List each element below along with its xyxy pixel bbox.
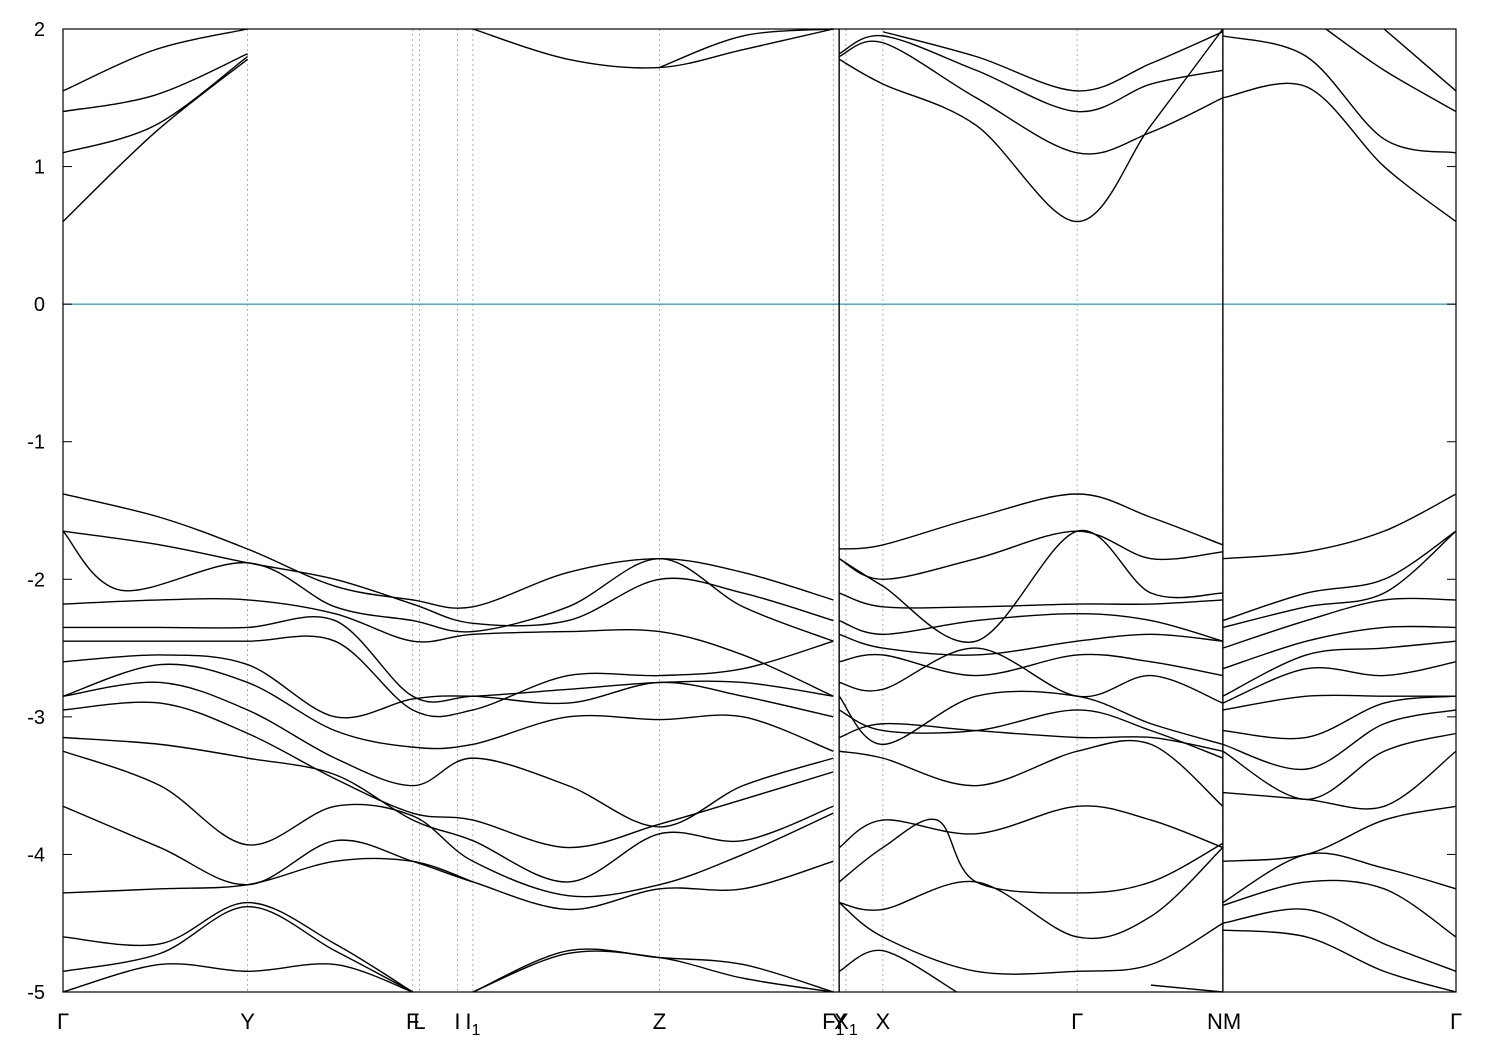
band-5	[659, 28, 834, 69]
band-36	[838, 592, 1223, 609]
band-41	[838, 690, 1224, 746]
vertical-grid-lines	[247, 29, 1224, 992]
band-12	[1325, 28, 1457, 113]
band-40	[838, 647, 1224, 704]
plot-frame-layer	[62, 28, 1457, 993]
band-45	[838, 805, 1224, 849]
band-53	[1222, 530, 1457, 629]
band-2	[62, 53, 248, 113]
band-62	[1222, 750, 1457, 810]
band-56	[1222, 640, 1457, 697]
band-38	[838, 633, 1223, 656]
band-11	[1222, 35, 1457, 154]
band-64	[1222, 852, 1457, 904]
band-52	[1222, 530, 1457, 622]
band-0	[62, 58, 249, 223]
hs-point-label-7: F1	[822, 1009, 844, 1039]
plot-frame	[62, 28, 1457, 993]
band-65	[1222, 879, 1457, 938]
path-breaks	[838, 29, 1224, 992]
band-14	[62, 493, 834, 609]
band-13	[1383, 28, 1457, 92]
hs-point-label-9: X1	[834, 1009, 858, 1039]
hs-point-label-2: F	[406, 1009, 419, 1034]
hs-point-label-14: Γ	[1450, 1009, 1462, 1034]
band-30	[62, 963, 413, 993]
band-7	[838, 40, 1224, 155]
hs-point-label-12: N	[1207, 1009, 1223, 1034]
band-54	[1222, 597, 1457, 649]
band-1	[62, 55, 248, 154]
band-23	[62, 701, 834, 849]
y-tick-label-1: -4	[27, 844, 45, 866]
band-24	[62, 736, 834, 883]
band-37	[838, 612, 1224, 642]
band-60	[1222, 709, 1457, 771]
band-15	[62, 530, 834, 627]
band-25	[62, 750, 834, 898]
y-tick-label-4: -1	[27, 432, 45, 454]
band-67	[1222, 929, 1457, 993]
y-tick-label-3: -2	[27, 569, 45, 591]
band-series	[62, 28, 1457, 993]
band-66	[1222, 908, 1457, 973]
band-61	[1222, 732, 1457, 801]
hs-point-label-0: Γ	[57, 1009, 69, 1034]
band-19	[63, 635, 834, 718]
band-33	[839, 493, 1224, 550]
band-58	[1222, 694, 1456, 711]
band-35	[838, 529, 1223, 643]
band-46	[838, 818, 1224, 894]
band-44	[839, 739, 1224, 807]
band-47	[839, 847, 1224, 940]
y-tick-label-6: 1	[34, 157, 45, 179]
band-17	[62, 598, 834, 697]
band-34	[838, 530, 1223, 580]
band-57	[1222, 661, 1457, 704]
hs-point-label-3: L	[413, 1009, 425, 1034]
band-4	[472, 28, 834, 69]
band-3	[62, 28, 248, 92]
y-axis-ticks: -5 -4 -3 -2 -1 0 1 2	[27, 19, 1456, 1004]
band-22	[62, 681, 834, 828]
hs-point-label-8: Y	[832, 1009, 847, 1034]
band-51	[1222, 493, 1457, 560]
band-27	[62, 857, 474, 894]
band-9	[882, 31, 1224, 92]
band-42	[838, 709, 1224, 759]
band-59	[1222, 695, 1457, 740]
band-63	[1222, 805, 1457, 863]
band-50	[1150, 984, 1223, 993]
y-tick-label-2: -3	[27, 707, 45, 729]
y-tick-label-0: -5	[27, 982, 45, 1004]
band-28	[62, 901, 414, 993]
hs-point-label-5: I1	[465, 1009, 480, 1039]
hs-point-label-1: Y	[240, 1009, 255, 1034]
band-31	[472, 948, 834, 993]
y-tick-label-7: 2	[34, 19, 45, 41]
hs-point-label-6: Z	[653, 1009, 666, 1034]
band-43	[838, 722, 1223, 752]
hs-point-label-11: Γ	[1071, 1009, 1083, 1034]
band-32	[472, 950, 834, 993]
band-16	[62, 530, 834, 642]
band-18	[63, 616, 834, 703]
band-39	[839, 653, 1223, 677]
band-20	[62, 654, 834, 719]
y-tick-label-5: 0	[34, 294, 45, 316]
band-26	[62, 805, 834, 911]
band-6	[838, 28, 1224, 223]
hs-point-label-4: I	[454, 1009, 460, 1034]
band-55	[1222, 625, 1457, 670]
hs-point-label-13: M	[1223, 1009, 1241, 1034]
band-48	[838, 902, 1224, 975]
band-29	[62, 906, 414, 993]
band-8	[838, 35, 1223, 113]
band-49	[838, 949, 958, 993]
band-10	[1222, 82, 1457, 223]
band-21	[62, 663, 834, 752]
hs-point-label-10: X	[876, 1009, 891, 1034]
